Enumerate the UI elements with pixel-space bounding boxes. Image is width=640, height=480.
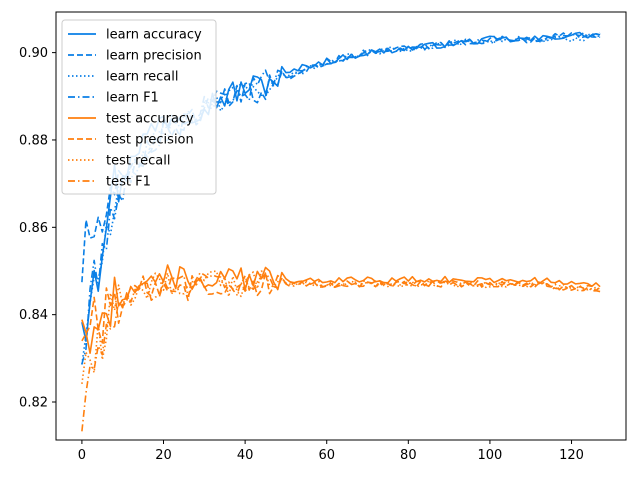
axes-frame [55, 11, 627, 441]
y-tick-label: 0.84 [19, 308, 48, 323]
legend-label: learn precision [106, 49, 202, 64]
x-tick-label: 60 [318, 448, 335, 463]
x-tick-label: 20 [155, 448, 172, 463]
legend-box [61, 19, 217, 195]
legend: learn accuracy learn precision learn recal… [61, 19, 217, 195]
x-tick-label: 80 [400, 448, 417, 463]
legend-label: learn F1 [106, 91, 159, 106]
legend-label: test F1 [106, 175, 151, 190]
legend-label: test accuracy [106, 112, 194, 127]
series-line-test-F1 [81, 271, 601, 432]
legend-label: test recall [106, 154, 171, 169]
x-tick-label: 120 [559, 448, 584, 463]
y-tick-label: 0.88 [19, 133, 48, 148]
y-tick-label: 0.82 [19, 396, 48, 411]
legend-label: learn accuracy [106, 28, 202, 43]
y-tick-label: 0.86 [19, 221, 48, 236]
x-tick-label: 100 [478, 448, 503, 463]
series-line-test-recall [81, 270, 601, 384]
x-axis-ticks: 0 20 40 60 80 100 120 [78, 440, 584, 463]
y-axis-ticks: 0.82 0.84 0.86 0.88 0.90 [19, 46, 56, 411]
legend-label: learn recall [106, 70, 178, 85]
x-tick-label: 0 [78, 448, 86, 463]
legend-label: test precision [106, 133, 194, 148]
y-tick-label: 0.90 [19, 46, 48, 61]
series-line-test-accuracy [81, 264, 601, 354]
x-tick-label: 40 [237, 448, 254, 463]
